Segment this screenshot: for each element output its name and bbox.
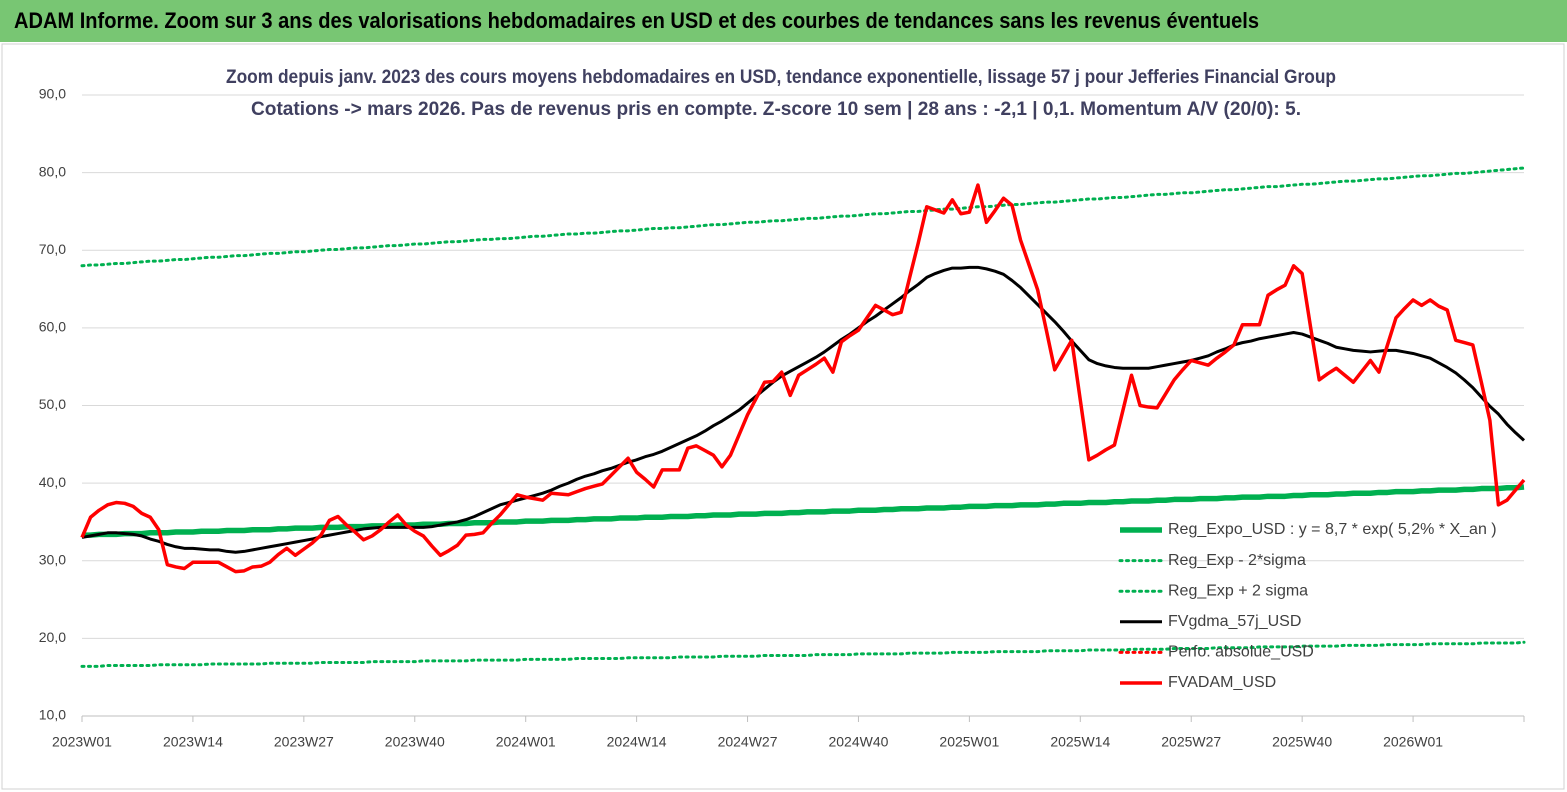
x-tick-label: 2025W27: [1161, 734, 1221, 750]
legend-label: FVADAM_USD: [1168, 674, 1276, 691]
chart-subtitle: Cotations -> mars 2026. Pas de revenus p…: [251, 99, 1301, 120]
header-bar: [0, 0, 1567, 42]
y-tick-label: 70,0: [39, 241, 66, 257]
legend-label: Reg_Exp + 2 sigma: [1168, 582, 1308, 599]
chart-title: Zoom depuis janv. 2023 des cours moyens …: [226, 67, 1336, 88]
legend-label: Reg_Expo_USD : y = 8,7 * exp( 5,2% * X_a…: [1168, 521, 1497, 538]
header-title: ADAM Informe. Zoom sur 3 ans des valoris…: [14, 8, 1259, 33]
y-tick-label: 80,0: [39, 163, 66, 179]
y-tick-label: 90,0: [39, 86, 66, 102]
y-tick-label: 50,0: [39, 396, 66, 412]
y-tick-label: 40,0: [39, 474, 66, 490]
series-line: [80, 640, 1526, 668]
legend-label: FVgdma_57j_USD: [1168, 613, 1301, 630]
y-tick-label: 30,0: [39, 551, 66, 567]
x-tick-label: 2025W01: [939, 734, 999, 750]
y-tick-label: 60,0: [39, 319, 66, 335]
y-tick-label: 20,0: [39, 629, 66, 645]
series-line: [82, 484, 1525, 538]
x-tick-label: 2023W01: [52, 734, 112, 750]
series-line: [80, 166, 1526, 268]
y-tick-label: 10,0: [39, 707, 66, 723]
series-line: [81, 265, 1526, 554]
x-tick-label: 2024W40: [828, 734, 888, 750]
x-tick-label: 2025W40: [1272, 734, 1332, 750]
x-tick-label: 2023W40: [385, 734, 445, 750]
x-tick-label: 2025W14: [1050, 734, 1110, 750]
x-tick-label: 2024W14: [607, 734, 667, 750]
legend-label: Reg_Exp - 2*sigma: [1168, 552, 1306, 569]
x-tick-label: 2024W27: [718, 734, 778, 750]
series-line: [80, 183, 1526, 574]
x-tick-label: 2023W27: [274, 734, 334, 750]
x-tick-label: 2026W01: [1383, 734, 1443, 750]
chart-frame: [1, 43, 1565, 790]
x-tick-label: 2024W01: [496, 734, 556, 750]
x-tick-label: 2023W14: [163, 734, 223, 750]
legend-label: Perfo. absolue_USD: [1168, 644, 1314, 661]
